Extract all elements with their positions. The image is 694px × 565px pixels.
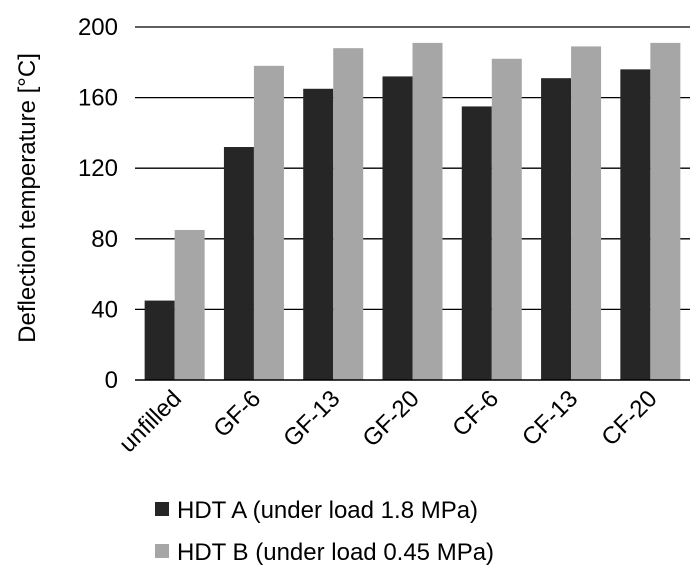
y-tick-label: 40 bbox=[91, 296, 118, 323]
y-tick-label: 80 bbox=[91, 226, 118, 253]
x-tick-label: CF-6 bbox=[447, 385, 504, 442]
y-tick-label: 160 bbox=[78, 85, 118, 112]
x-tick-label: CF-13 bbox=[517, 385, 583, 451]
legend: HDT A (under load 1.8 MPa) HDT B (under l… bbox=[155, 497, 494, 565]
legend-swatch-hdt-b bbox=[155, 544, 169, 558]
legend-swatch-hdt-a bbox=[155, 502, 169, 516]
bars bbox=[144, 42, 681, 381]
x-tick-label: GF-13 bbox=[278, 385, 345, 452]
bar-hdt-a-gf-6 bbox=[223, 147, 254, 380]
y-tick-label: 120 bbox=[78, 155, 118, 182]
bar-hdt-b-gf-20 bbox=[412, 42, 443, 380]
legend-label-hdt-b: HDT B (under load 0.45 MPa) bbox=[177, 539, 494, 565]
y-tick-label: 200 bbox=[78, 14, 118, 41]
bar-hdt-a-cf-20 bbox=[620, 69, 651, 381]
x-tick-label: GF-6 bbox=[208, 385, 266, 443]
bar-hdt-b-cf-13 bbox=[571, 46, 602, 380]
bar-hdt-b-gf-13 bbox=[333, 48, 364, 381]
bar-hdt-b-gf-6 bbox=[253, 65, 284, 380]
bar-hdt-a-gf-20 bbox=[382, 76, 413, 381]
bar-hdt-b-unfilled bbox=[174, 229, 205, 380]
bar-hdt-a-cf-6 bbox=[461, 106, 492, 381]
bar-hdt-a-unfilled bbox=[144, 300, 175, 380]
bar-hdt-a-gf-13 bbox=[303, 88, 334, 381]
y-tick-labels: 0 40 80 120 160 200 bbox=[78, 14, 118, 394]
bar-hdt-b-cf-20 bbox=[650, 42, 681, 380]
legend-label-hdt-a: HDT A (under load 1.8 MPa) bbox=[177, 497, 478, 524]
x-tick-label: CF-20 bbox=[596, 385, 662, 451]
bar-hdt-a-cf-13 bbox=[541, 78, 572, 380]
bar-hdt-b-cf-6 bbox=[491, 58, 522, 381]
y-tick-label: 0 bbox=[105, 367, 118, 394]
x-tick-label: GF-20 bbox=[358, 385, 425, 452]
x-tick-label: unfilled bbox=[114, 385, 187, 458]
y-axis-title: Deflection temperature [°C] bbox=[14, 53, 41, 343]
x-tick-labels: unfilled GF-6 GF-13 GF-20 CF-6 CF-13 CF-20 bbox=[114, 385, 663, 458]
